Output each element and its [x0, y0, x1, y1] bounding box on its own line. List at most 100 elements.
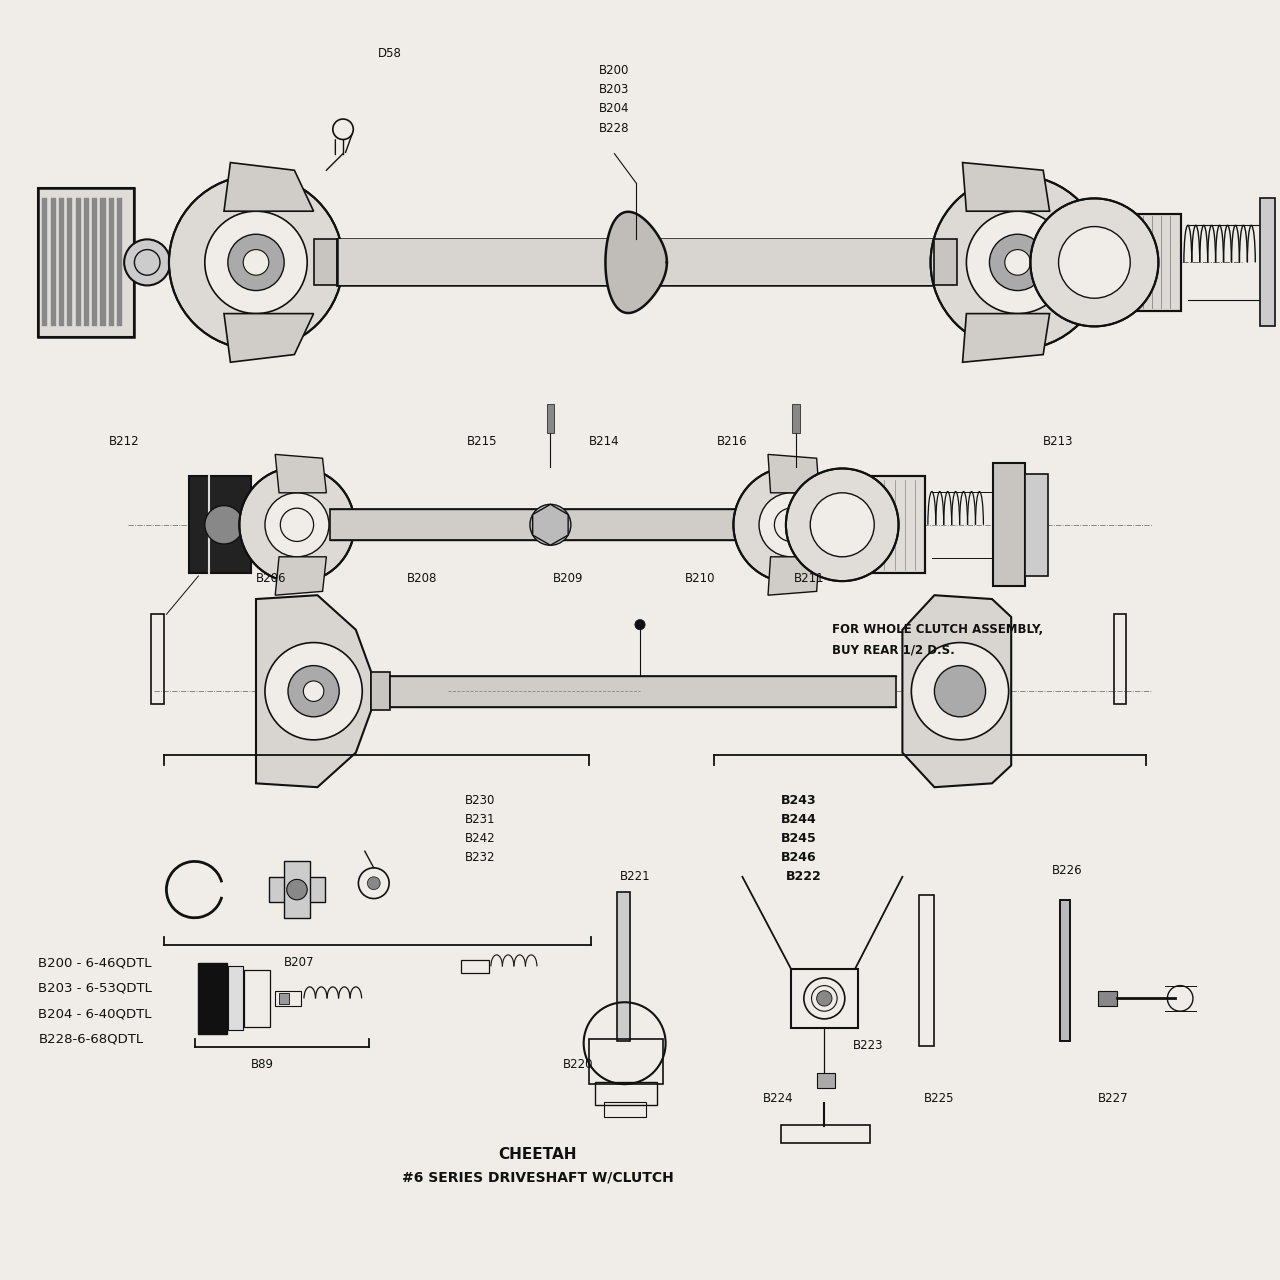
Polygon shape: [532, 504, 568, 545]
Polygon shape: [275, 454, 326, 493]
Circle shape: [989, 234, 1046, 291]
Circle shape: [635, 620, 645, 630]
Bar: [1105, 214, 1181, 311]
Text: B203 - 6-53QDTL: B203 - 6-53QDTL: [38, 982, 152, 995]
Bar: [851, 476, 925, 573]
Bar: [59, 198, 64, 326]
Text: B222: B222: [786, 870, 822, 883]
Text: B224: B224: [763, 1092, 794, 1105]
Bar: [604, 1102, 646, 1117]
Bar: [38, 188, 134, 337]
Circle shape: [205, 506, 243, 544]
Polygon shape: [605, 211, 667, 314]
Circle shape: [265, 493, 329, 557]
Bar: [51, 198, 56, 326]
Polygon shape: [275, 557, 326, 595]
Text: B246: B246: [781, 851, 817, 864]
Bar: [1105, 214, 1181, 311]
Text: B223: B223: [852, 1039, 883, 1052]
Bar: [461, 960, 489, 973]
Text: B204 - 6-40QDTL: B204 - 6-40QDTL: [38, 1007, 152, 1020]
Circle shape: [243, 250, 269, 275]
Circle shape: [759, 493, 823, 557]
Text: CHEETAH: CHEETAH: [498, 1147, 577, 1162]
Bar: [993, 463, 1025, 586]
Circle shape: [931, 175, 1105, 349]
Polygon shape: [224, 314, 314, 362]
Bar: [919, 895, 934, 1046]
Text: B215: B215: [467, 435, 498, 448]
Text: B204: B204: [599, 102, 630, 115]
Bar: [1098, 991, 1117, 1006]
Bar: [151, 614, 164, 704]
Circle shape: [1059, 227, 1130, 298]
Text: B203: B203: [599, 83, 630, 96]
Text: FOR WHOLE CLUTCH ASSEMBLY,: FOR WHOLE CLUTCH ASSEMBLY,: [832, 623, 1043, 636]
Bar: [1060, 900, 1070, 1041]
Text: B228-6-68QDTL: B228-6-68QDTL: [38, 1033, 143, 1046]
Circle shape: [966, 211, 1069, 314]
Bar: [269, 877, 325, 902]
Circle shape: [288, 666, 339, 717]
Text: B210: B210: [685, 572, 716, 585]
Circle shape: [1005, 250, 1030, 275]
Bar: [330, 509, 753, 540]
Circle shape: [205, 211, 307, 314]
Bar: [101, 198, 106, 326]
Circle shape: [817, 991, 832, 1006]
Circle shape: [367, 877, 380, 890]
Polygon shape: [768, 557, 819, 595]
Text: B200 - 6-46QDTL: B200 - 6-46QDTL: [38, 956, 152, 969]
Bar: [792, 404, 800, 433]
Text: B207: B207: [284, 956, 315, 969]
Circle shape: [934, 666, 986, 717]
Text: D58: D58: [378, 47, 402, 60]
Circle shape: [911, 643, 1009, 740]
Text: B211: B211: [794, 572, 824, 585]
Bar: [851, 476, 925, 573]
Bar: [817, 1073, 835, 1088]
Polygon shape: [902, 595, 1011, 787]
Bar: [42, 198, 47, 326]
Bar: [934, 239, 957, 285]
Circle shape: [1030, 198, 1158, 326]
Text: B242: B242: [465, 832, 495, 845]
Text: B245: B245: [781, 832, 817, 845]
Bar: [791, 969, 858, 1028]
Circle shape: [733, 467, 849, 582]
Text: B227: B227: [1098, 1092, 1129, 1105]
Bar: [68, 198, 73, 326]
Text: B213: B213: [1043, 435, 1074, 448]
Text: B206: B206: [256, 572, 287, 585]
Bar: [198, 963, 227, 1034]
Circle shape: [169, 175, 343, 349]
Bar: [1260, 198, 1275, 326]
Polygon shape: [963, 314, 1050, 362]
Text: B200: B200: [599, 64, 630, 77]
Bar: [118, 198, 123, 326]
Text: B221: B221: [620, 870, 650, 883]
Bar: [1060, 900, 1070, 1041]
Bar: [275, 991, 301, 1006]
Text: B209: B209: [553, 572, 584, 585]
Polygon shape: [224, 163, 314, 211]
Bar: [244, 970, 270, 1027]
Bar: [84, 198, 90, 326]
Text: B212: B212: [109, 435, 140, 448]
Polygon shape: [768, 454, 819, 493]
Circle shape: [124, 239, 170, 285]
Text: B226: B226: [1052, 864, 1083, 877]
Bar: [371, 672, 390, 710]
Bar: [109, 198, 114, 326]
Text: B243: B243: [781, 794, 817, 806]
Bar: [76, 198, 81, 326]
Circle shape: [786, 468, 899, 581]
Circle shape: [287, 879, 307, 900]
Text: B220: B220: [563, 1059, 594, 1071]
Text: BUY REAR 1/2 D.S.: BUY REAR 1/2 D.S.: [832, 644, 955, 657]
Text: B208: B208: [407, 572, 438, 585]
Bar: [337, 239, 934, 285]
Circle shape: [228, 234, 284, 291]
Text: B228: B228: [599, 122, 630, 134]
Bar: [314, 239, 337, 285]
